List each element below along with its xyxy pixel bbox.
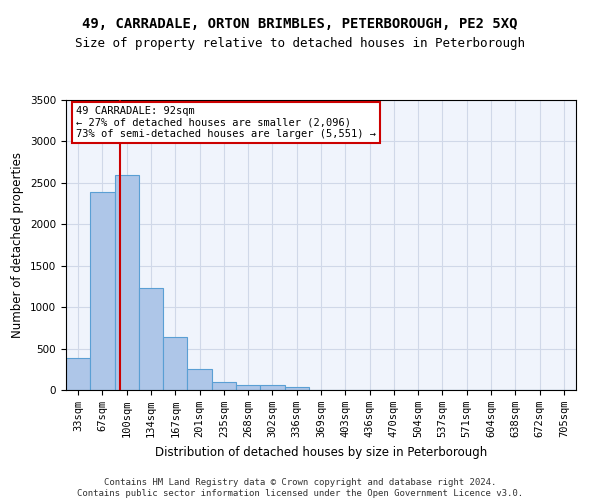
Text: Size of property relative to detached houses in Peterborough: Size of property relative to detached ho… [75,38,525,51]
Text: 49, CARRADALE, ORTON BRIMBLES, PETERBOROUGH, PE2 5XQ: 49, CARRADALE, ORTON BRIMBLES, PETERBORO… [82,18,518,32]
Bar [260,386,284,390]
Bar [90,192,115,390]
Text: Contains HM Land Registry data © Crown copyright and database right 2024.
Contai: Contains HM Land Registry data © Crown c… [77,478,523,498]
Bar [212,382,236,390]
Bar [284,387,309,390]
Bar [236,385,260,390]
Bar [115,176,139,390]
X-axis label: Distribution of detached houses by size in Peterborough: Distribution of detached houses by size … [155,446,487,458]
Bar [139,288,163,390]
Y-axis label: Number of detached properties: Number of detached properties [11,152,25,338]
Bar [163,337,187,390]
Text: 49 CARRADALE: 92sqm
← 27% of detached houses are smaller (2,096)
73% of semi-det: 49 CARRADALE: 92sqm ← 27% of detached ho… [76,106,376,139]
Bar [187,369,212,390]
Bar [66,358,90,390]
